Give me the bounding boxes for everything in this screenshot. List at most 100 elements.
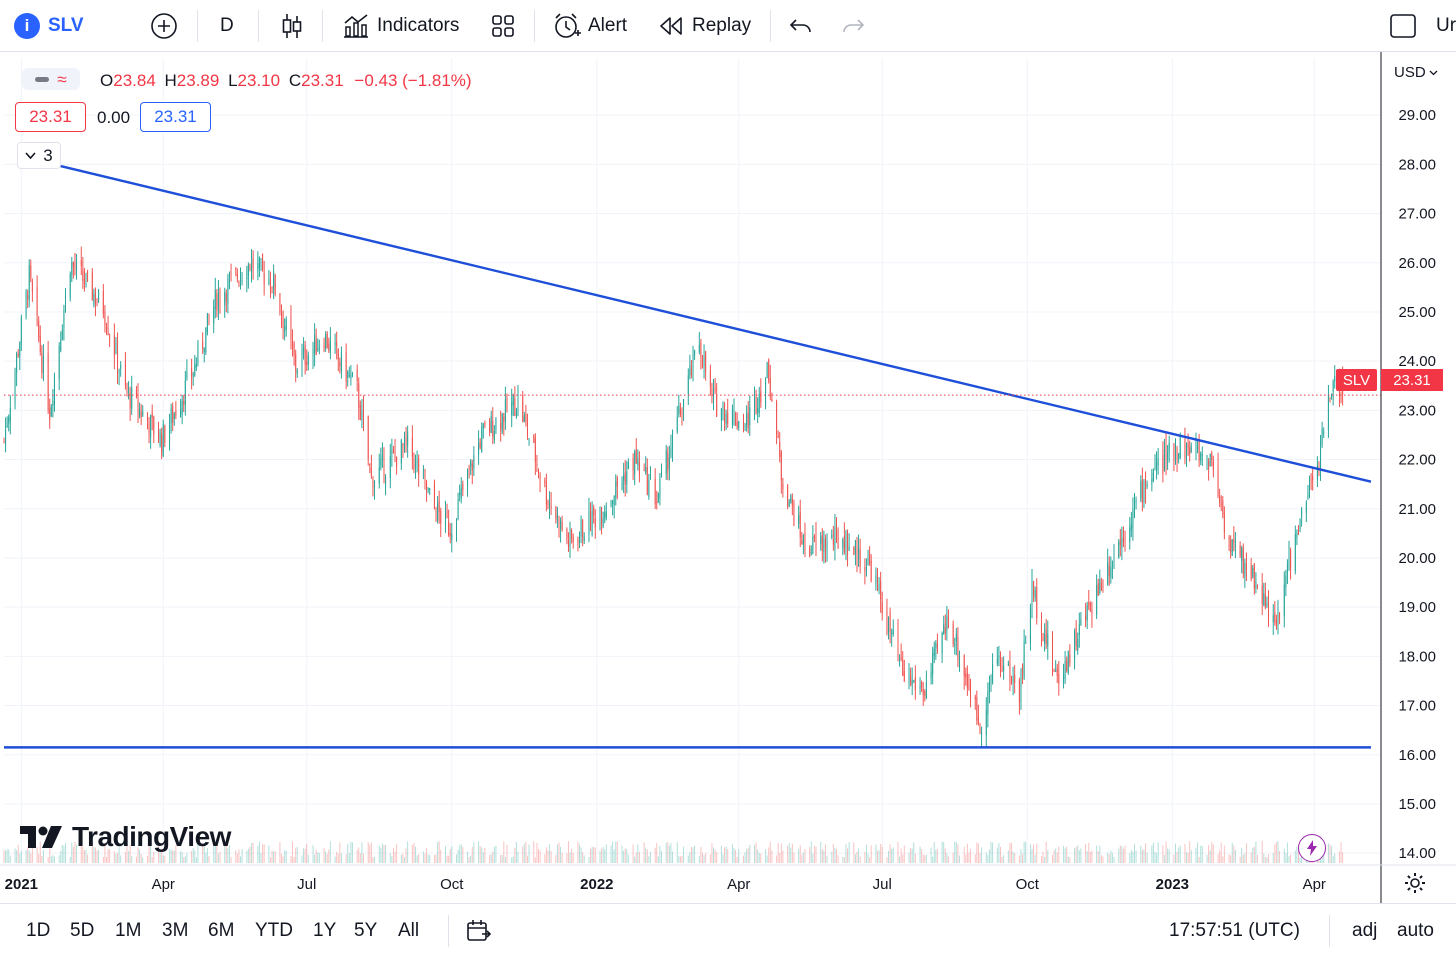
candle-body [489,420,491,433]
volume-bar [790,847,792,863]
range-button-ytd[interactable]: YTD [255,920,293,941]
range-button-5d[interactable]: 5D [70,920,95,941]
candle-body [637,458,639,465]
volume-bar [668,845,670,863]
candle-body [1173,443,1175,462]
currency-selector[interactable]: USD [1394,64,1438,81]
volume-bar [558,842,560,863]
candle-body [389,455,391,478]
time-tick-label: 2023 [1156,876,1189,893]
volume-bar [139,849,141,863]
candle-body [392,449,394,452]
range-button-1m[interactable]: 1M [115,920,142,941]
clock-label[interactable]: 17:57:51 (UTC) [1169,904,1300,958]
candle-body [709,369,711,387]
candle-body [1058,674,1060,684]
unnamed-menu-button[interactable]: Ur [1436,0,1456,52]
candle-body [720,408,722,421]
volume-bar [1086,851,1088,863]
candle-body [91,272,93,301]
volume-bar [1152,842,1154,863]
indicators-button[interactable]: Indicators [342,0,459,52]
volume-bar [1190,850,1192,863]
chart-area[interactable]: 29.00 28.00 27.00 26.00 25.00 24.00 23.00 22.00… [0,52,1456,959]
candle-body [241,280,243,282]
alert-button[interactable]: Alert [552,0,627,52]
chart-type-button[interactable] [280,0,304,52]
range-button-6m[interactable]: 6M [208,920,235,941]
go-to-date-button[interactable] [465,904,491,958]
volume-bar [624,848,626,863]
candle-body [191,368,193,378]
candle-body [1307,494,1309,498]
volume-bar [654,847,656,863]
layouts-button[interactable] [490,0,516,52]
range-button-3m[interactable]: 3M [162,920,189,941]
candle-body [1154,466,1156,469]
volume-bar [1222,856,1224,863]
candle-body [683,398,685,409]
volume-bar [958,855,960,863]
price-chart[interactable]: 29.00 28.00 27.00 26.00 25.00 24.00 23.00 22.00… [0,52,1456,903]
candle-body [186,372,188,378]
range-button-5y[interactable]: 5Y [354,920,378,941]
undo-button[interactable] [788,0,814,52]
candle-body [1316,465,1318,480]
volume-bar [922,854,924,863]
volume-bar [241,849,243,863]
auto-toggle[interactable]: auto [1397,904,1434,958]
volume-bar [1320,855,1322,863]
volume-bar [1132,851,1134,863]
volume-bar [550,851,552,863]
redo-button[interactable] [840,0,866,52]
fullscreen-button[interactable] [1389,0,1417,52]
volume-bar [69,857,71,863]
candle-body [1014,674,1016,684]
candle-body [456,523,458,534]
range-button-1d[interactable]: 1D [26,920,51,941]
candle-body [776,402,778,435]
volume-bar [1296,846,1298,863]
volume-bar [1045,841,1047,863]
symbol-button[interactable]: i SLV [14,0,84,52]
range-button-all[interactable]: All [398,920,420,941]
replay-button[interactable]: Replay [658,0,751,52]
candle-body [604,512,606,519]
candle-body [282,311,284,328]
candle-body [1198,441,1200,461]
candle-body [269,282,271,290]
candle-body [649,478,651,480]
volume-bar [39,841,41,863]
volume-bar [572,852,574,863]
candle-body [213,307,215,324]
volume-bar [560,846,562,863]
candle-body [484,422,486,425]
volume-bar [1029,844,1031,863]
bid-box[interactable]: 23.31 [15,102,86,132]
ask-box[interactable]: 23.31 [140,102,211,132]
indicators-collapse-button[interactable]: 3 [17,142,61,169]
interval-button[interactable]: D [220,0,234,52]
volume-bar [635,852,637,863]
candle-body [843,535,845,553]
candle-body [1206,457,1208,459]
lightning-button[interactable] [1298,834,1326,862]
candle-body [727,412,729,424]
volume-bar [779,853,781,863]
volume-bar [987,855,989,863]
compare-symbol-button[interactable] [150,0,178,52]
range-button-1y[interactable]: 1Y [313,920,337,941]
volume-bar [314,854,316,863]
candle-body [722,404,724,411]
series-visibility-toggle[interactable]: ≈ [22,68,80,90]
drawings[interactable] [4,160,1372,749]
chart-settings-button[interactable] [1402,870,1428,896]
last-price-tag: 23.31 [1381,369,1443,391]
volume-bar [1195,847,1197,863]
candle-body [1066,660,1068,671]
adj-toggle[interactable]: adj [1352,904,1377,958]
volume-bar [1023,841,1025,863]
candle-body [173,413,175,419]
volume-bar [766,855,768,863]
time-tick-label: Apr [152,876,175,893]
